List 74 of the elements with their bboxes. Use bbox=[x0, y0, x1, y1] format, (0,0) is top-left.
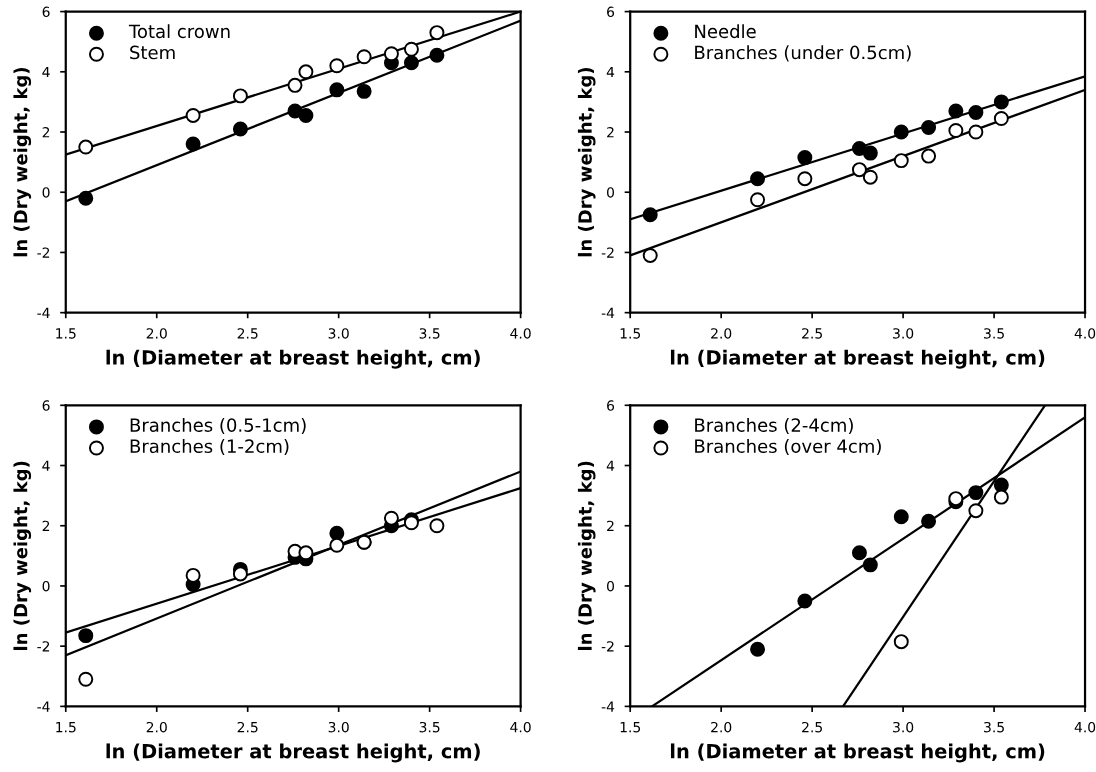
point bbox=[921, 513, 937, 529]
point bbox=[993, 477, 1009, 493]
point bbox=[329, 525, 345, 541]
point bbox=[948, 103, 964, 119]
y-axis-title: ln (Dry weight, kg) bbox=[13, 67, 32, 257]
point bbox=[862, 557, 878, 573]
point bbox=[356, 49, 372, 65]
point bbox=[356, 83, 372, 99]
point bbox=[750, 641, 766, 657]
point bbox=[993, 489, 1009, 505]
point bbox=[232, 121, 248, 137]
legend-label: Needle bbox=[695, 24, 756, 39]
point bbox=[862, 145, 878, 161]
point bbox=[797, 171, 813, 187]
point bbox=[298, 545, 314, 561]
point bbox=[921, 120, 937, 135]
point bbox=[851, 141, 867, 157]
point bbox=[862, 169, 878, 185]
point bbox=[78, 671, 94, 687]
legend-label: Stem bbox=[130, 45, 175, 60]
point bbox=[429, 47, 445, 63]
x-axis-title: ln (Diameter at breast height, cm) bbox=[670, 743, 1045, 763]
point bbox=[893, 153, 909, 169]
point bbox=[78, 139, 94, 155]
point bbox=[429, 518, 445, 534]
point bbox=[185, 107, 201, 123]
point bbox=[78, 628, 94, 644]
point bbox=[78, 190, 94, 206]
point bbox=[797, 150, 813, 166]
point bbox=[851, 162, 867, 178]
point bbox=[968, 485, 984, 501]
point bbox=[993, 110, 1009, 126]
point bbox=[185, 136, 201, 152]
legend-label: Branches (2-4cm) bbox=[695, 417, 853, 435]
y-axis-title: ln (Dry weight, kg) bbox=[577, 67, 596, 257]
point bbox=[893, 509, 909, 525]
y-axis-title: ln (Dry weight, kg) bbox=[13, 461, 32, 651]
point bbox=[968, 503, 984, 519]
point bbox=[750, 171, 766, 187]
legend-label: Branches (1-2cm) bbox=[130, 439, 289, 456]
point bbox=[232, 88, 248, 104]
point bbox=[968, 124, 984, 140]
point bbox=[383, 510, 399, 526]
x-axis-title: ln (Diameter at breast height, cm) bbox=[670, 349, 1045, 369]
legend-label: Branches (over 4cm) bbox=[695, 439, 881, 456]
y-axis-title: ln (Dry weight, kg) bbox=[577, 461, 596, 651]
point bbox=[329, 82, 345, 98]
point bbox=[893, 124, 909, 140]
point bbox=[429, 25, 445, 41]
legend-label: Total crown bbox=[128, 24, 230, 39]
point bbox=[298, 64, 314, 80]
point bbox=[383, 46, 399, 62]
point bbox=[287, 77, 303, 93]
point bbox=[993, 94, 1009, 110]
point bbox=[329, 537, 345, 553]
x-axis-title: ln (Diameter at breast height, cm) bbox=[106, 349, 480, 369]
point bbox=[968, 104, 984, 120]
x-axis-title: ln (Diameter at breast height, cm) bbox=[106, 743, 480, 763]
point bbox=[642, 207, 658, 223]
legend-label: Branches (under 0.5cm) bbox=[695, 45, 911, 62]
point bbox=[750, 192, 766, 208]
point bbox=[893, 634, 909, 650]
point bbox=[921, 148, 937, 164]
point bbox=[851, 545, 867, 561]
point bbox=[329, 58, 345, 74]
point bbox=[298, 107, 314, 123]
point bbox=[642, 247, 658, 263]
point bbox=[232, 566, 248, 582]
point bbox=[403, 41, 419, 57]
point bbox=[797, 593, 813, 609]
point bbox=[185, 567, 201, 583]
point bbox=[948, 123, 964, 138]
point bbox=[403, 55, 419, 71]
legend-label: Branches (0.5-1cm) bbox=[130, 417, 306, 435]
